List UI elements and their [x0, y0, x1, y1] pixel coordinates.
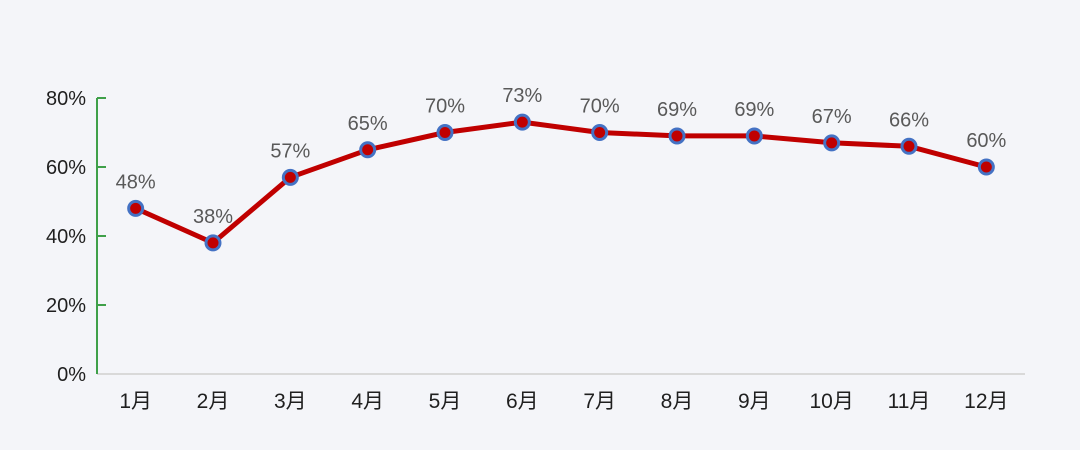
data-point: [127, 199, 145, 217]
data-label: 48%: [116, 171, 156, 193]
y-axis-tick-label: 80%: [46, 88, 86, 110]
x-axis-tick-label: 2月: [197, 390, 230, 413]
data-point: [900, 137, 918, 155]
data-point: [281, 168, 299, 186]
data-label: 57%: [270, 140, 310, 162]
y-axis-tick-label: 0%: [57, 364, 86, 386]
data-label: 60%: [966, 130, 1006, 152]
data-label: 67%: [812, 106, 852, 128]
x-axis-tick-label: 10月: [809, 390, 853, 413]
x-axis-tick-label: 5月: [429, 390, 462, 413]
x-axis-tick-label: 11月: [888, 390, 931, 413]
data-point: [977, 158, 995, 176]
x-axis-tick-label: 12月: [964, 390, 1008, 413]
y-axis-tick-label: 40%: [46, 226, 86, 248]
data-label: 73%: [502, 85, 542, 107]
data-point: [204, 234, 222, 252]
data-label: 65%: [348, 113, 388, 135]
data-point: [359, 141, 377, 159]
x-axis-tick-label: 3月: [274, 390, 307, 413]
x-axis-tick-label: 7月: [583, 390, 616, 413]
series-line: [133, 119, 989, 246]
data-point: [591, 124, 609, 141]
data-label: 69%: [657, 99, 697, 121]
data-point: [823, 134, 841, 152]
x-axis-tick-label: 8月: [661, 390, 694, 413]
data-label: 70%: [580, 96, 620, 118]
data-label: 66%: [889, 109, 929, 131]
x-axis-tick-label: 1月: [119, 390, 152, 413]
x-axis-tick-label: 6月: [506, 390, 539, 413]
data-label: 38%: [193, 206, 233, 228]
y-axis-tick-label: 20%: [46, 295, 86, 317]
data-point: [513, 113, 531, 131]
data-label: 70%: [425, 96, 465, 118]
x-axis-tick-label: 9月: [738, 390, 771, 413]
data-label: 69%: [734, 99, 774, 121]
y-axis-tick-label: 60%: [46, 157, 86, 179]
data-point: [436, 124, 454, 141]
data-point: [745, 127, 763, 145]
data-point: [668, 127, 686, 145]
x-axis-tick-label: 4月: [351, 390, 384, 413]
